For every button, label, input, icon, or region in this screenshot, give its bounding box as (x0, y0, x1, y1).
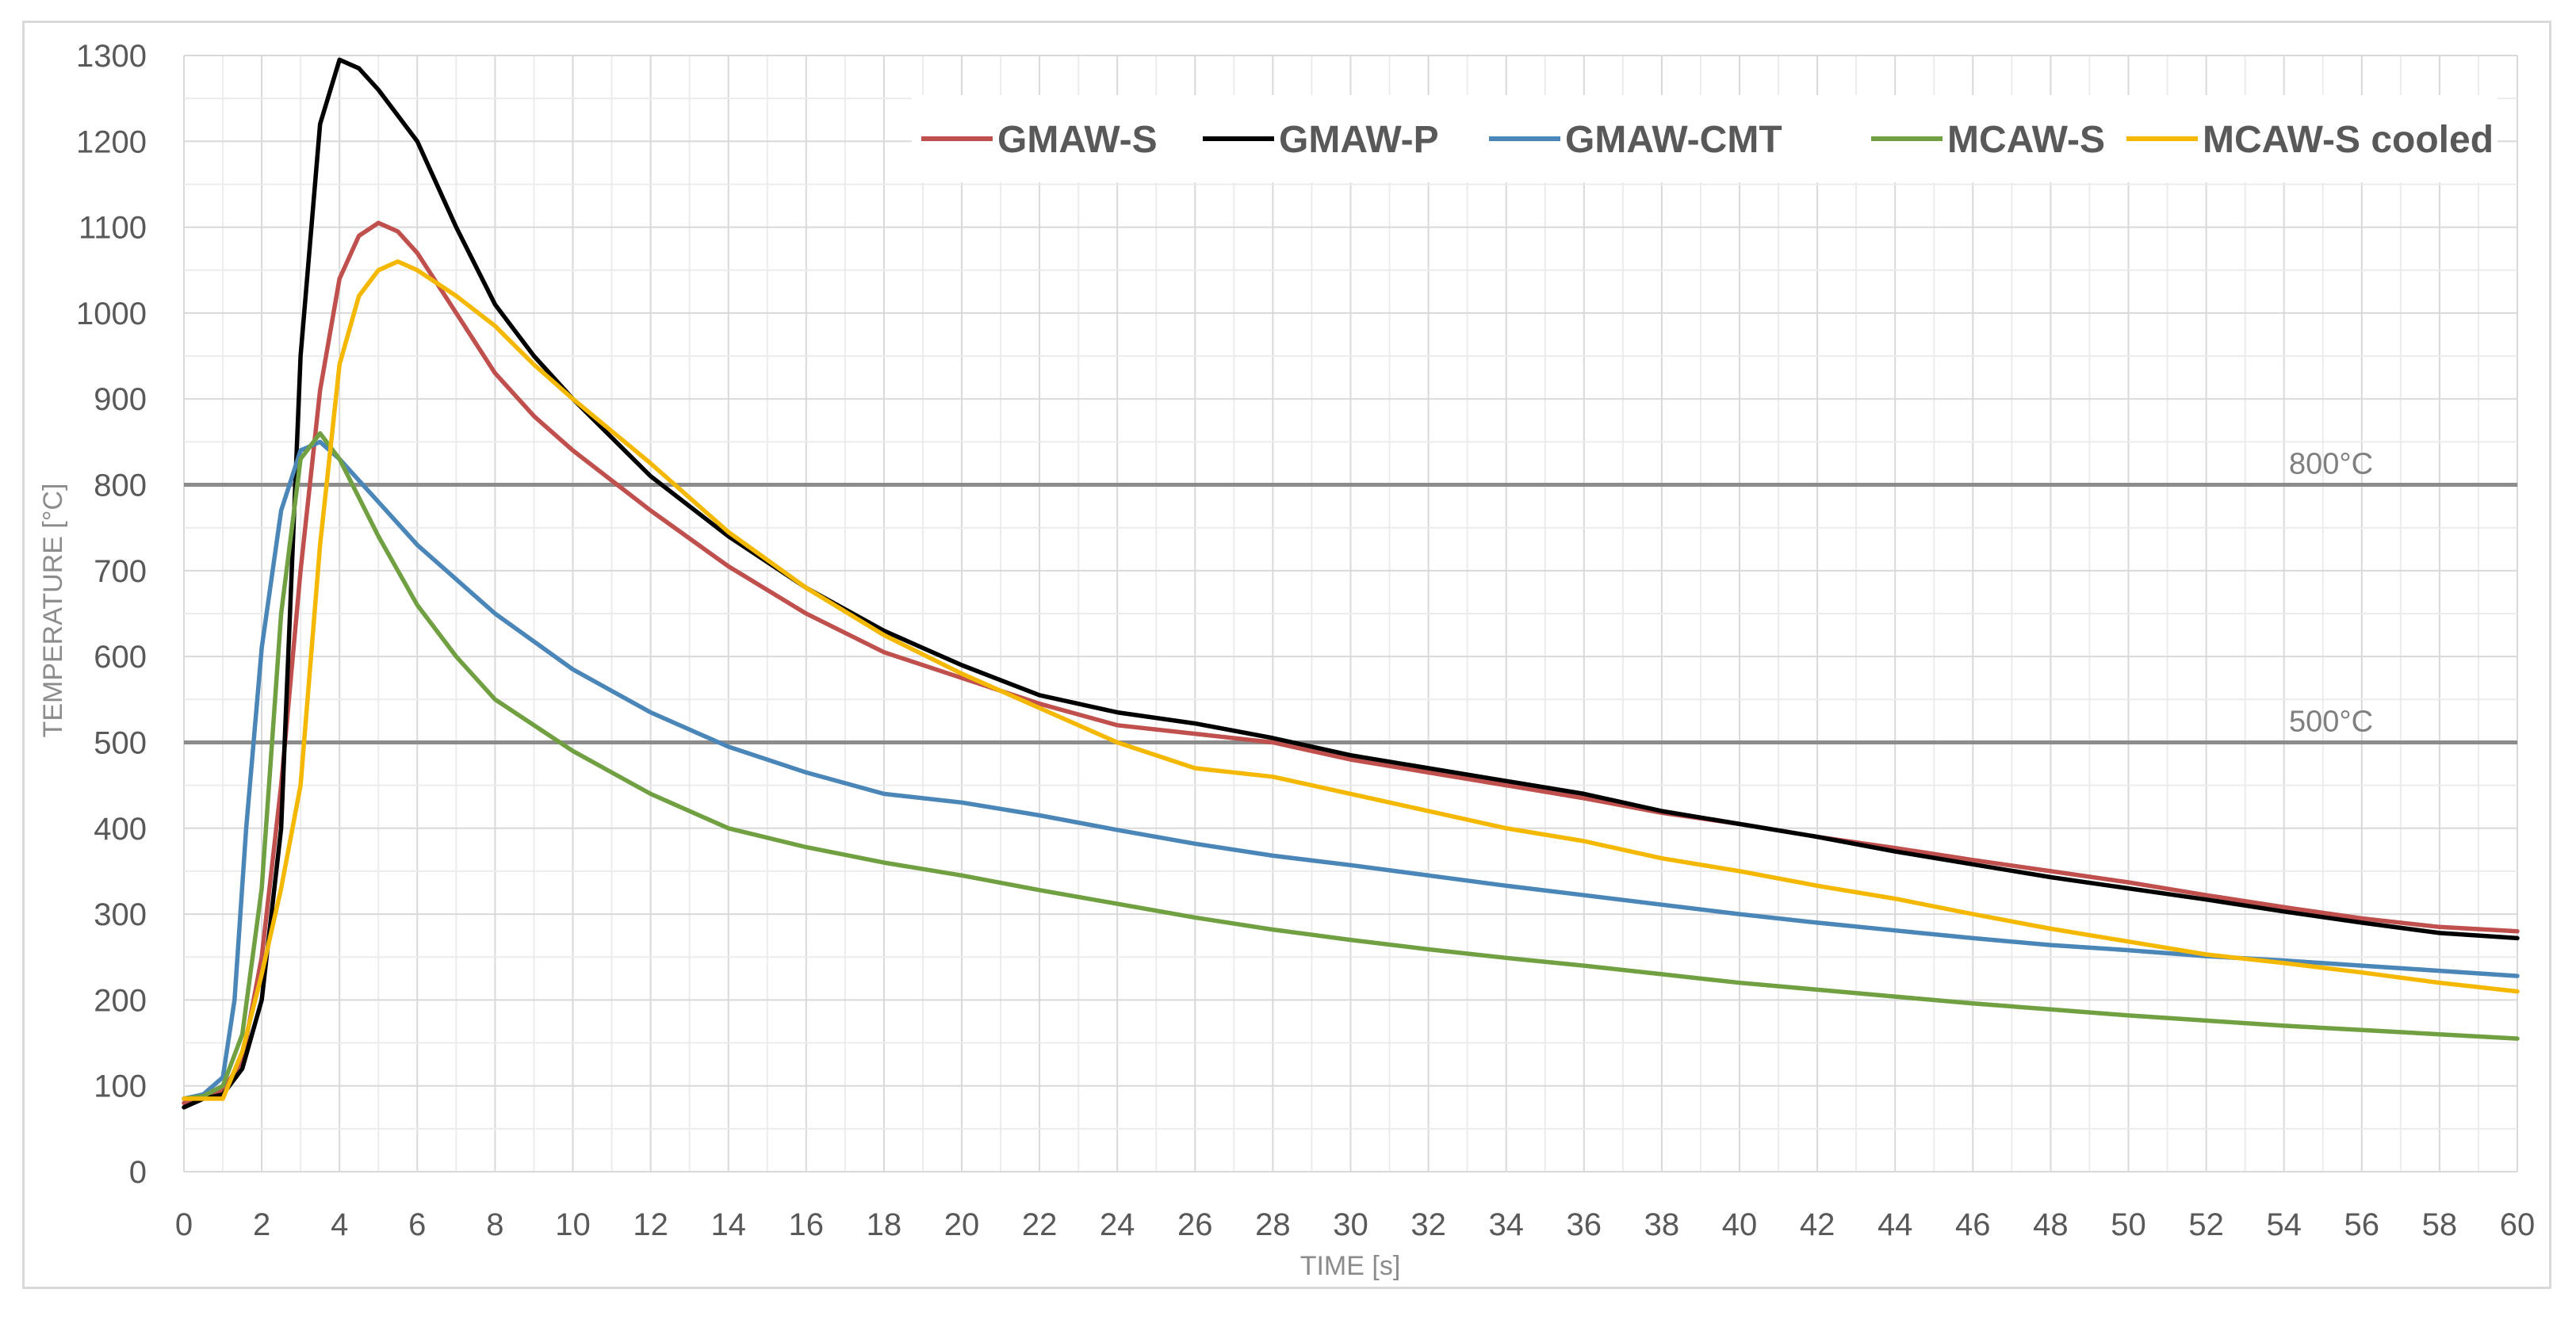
reference-line-label: 800°C (2289, 448, 2373, 481)
x-tick-label: 52 (2188, 1207, 2224, 1242)
legend-label: GMAW-P (1279, 119, 1439, 161)
series-line (182, 259, 2520, 1101)
y-tick-label: 200 (94, 983, 147, 1018)
y-tick-label: 400 (94, 812, 147, 847)
x-tick-label: 46 (1955, 1207, 1991, 1242)
y-tick-label: 900 (94, 382, 147, 417)
y-tick-label: 500 (94, 725, 147, 760)
legend-label: GMAW-S (997, 119, 1158, 161)
series-line (182, 439, 2520, 1101)
x-tick-label: 12 (633, 1207, 668, 1242)
x-tick-label: 42 (1800, 1207, 1835, 1242)
series-lines (182, 57, 2520, 1110)
x-tick-label: 40 (1722, 1207, 1758, 1242)
y-tick-label: 600 (94, 640, 147, 675)
reference-lines: 800°C 500°C (184, 448, 2517, 744)
x-tick-label: 34 (1488, 1207, 1524, 1242)
y-tick-label: 100 (94, 1069, 147, 1104)
y-tick-label: 700 (94, 554, 147, 589)
x-tick-label: 0 (175, 1207, 193, 1242)
x-tick-label: 38 (1644, 1207, 1680, 1242)
x-tick-label: 48 (2033, 1207, 2069, 1242)
x-tick-label: 18 (867, 1207, 902, 1242)
reference-line-label: 500°C (2289, 705, 2373, 738)
y-axis-title: TEMPERATURE [°C] (38, 484, 68, 738)
y-tick-label: 1100 (78, 211, 147, 246)
x-tick-label: 44 (1877, 1207, 1913, 1242)
x-tick-label: 24 (1100, 1207, 1135, 1242)
x-tick-label: 58 (2422, 1207, 2458, 1242)
x-tick-label: 20 (944, 1207, 980, 1242)
chart-frame (22, 21, 2551, 1289)
y-tick-label: 1200 (76, 124, 147, 159)
x-tick-label: 54 (2266, 1207, 2302, 1242)
legend: GMAW-S GMAW-P GMAW-CMT MCAW-S MCAW-S cooled (921, 119, 2494, 161)
series-line (182, 220, 2520, 1106)
x-tick-label: 26 (1177, 1207, 1213, 1242)
x-tick-label: 28 (1255, 1207, 1291, 1242)
y-tick-label: 1000 (76, 296, 147, 331)
grid (183, 55, 2518, 1172)
series-line (182, 57, 2520, 1110)
legend-background (912, 95, 2498, 182)
x-tick-label: 60 (2500, 1207, 2536, 1242)
x-tick-label: 30 (1333, 1207, 1368, 1242)
legend-label: MCAW-S (1947, 119, 2105, 161)
x-tick-label: 22 (1022, 1207, 1058, 1242)
x-tick-label: 10 (555, 1207, 591, 1242)
x-tick-label: 14 (710, 1207, 746, 1242)
legend-label: MCAW-S cooled (2203, 119, 2494, 161)
axes: 0 2 4 6 8 10 12 14 16 18 20 22 24 26 28 30 32 34 36 38 40 42 4… (76, 39, 2535, 1242)
x-tick-label: 6 (408, 1207, 426, 1242)
y-tick-label: 0 (129, 1155, 147, 1190)
x-tick-label: 4 (331, 1207, 348, 1242)
x-tick-label: 56 (2344, 1207, 2380, 1242)
legend-label: GMAW-CMT (1565, 119, 1782, 161)
x-axis-title: TIME [s] (1300, 1251, 1401, 1281)
x-tick-label: 8 (486, 1207, 503, 1242)
y-tick-label: 800 (94, 469, 147, 503)
x-tick-label: 32 (1410, 1207, 1446, 1242)
y-tick-label: 1300 (76, 39, 147, 74)
x-tick-label: 16 (789, 1207, 825, 1242)
series-line (182, 430, 2520, 1101)
x-tick-label: 36 (1567, 1207, 1602, 1242)
x-tick-label: 50 (2111, 1207, 2146, 1242)
x-tick-label: 2 (253, 1207, 270, 1242)
y-tick-label: 300 (94, 897, 147, 932)
